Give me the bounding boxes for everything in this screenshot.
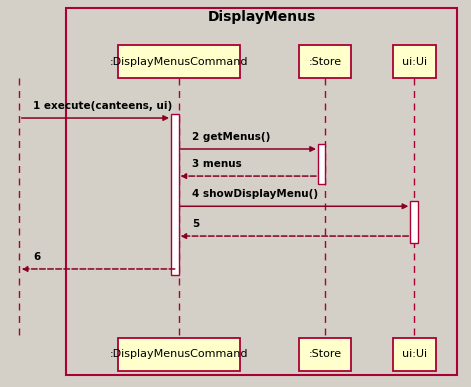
- Text: 5: 5: [192, 219, 199, 229]
- Bar: [118, 46, 240, 78]
- Bar: [410, 201, 418, 243]
- Text: 1 execute(canteens, ui): 1 execute(canteens, ui): [33, 101, 172, 111]
- Bar: [299, 337, 351, 371]
- Text: :DisplayMenusCommand: :DisplayMenusCommand: [110, 349, 248, 359]
- Text: :Store: :Store: [309, 349, 341, 359]
- Text: :Store: :Store: [309, 57, 341, 67]
- Text: 4 showDisplayMenu(): 4 showDisplayMenu(): [192, 189, 318, 199]
- Text: ui:Ui: ui:Ui: [402, 57, 427, 67]
- Bar: [171, 114, 179, 275]
- Bar: [66, 8, 457, 375]
- Text: 3 menus: 3 menus: [192, 159, 242, 169]
- Bar: [299, 46, 351, 78]
- Bar: [393, 337, 436, 371]
- Text: DisplayMenus: DisplayMenus: [207, 10, 316, 24]
- Text: ui:Ui: ui:Ui: [402, 349, 427, 359]
- Bar: [318, 144, 325, 184]
- Text: 6: 6: [33, 252, 40, 262]
- Text: :DisplayMenusCommand: :DisplayMenusCommand: [110, 57, 248, 67]
- Bar: [118, 337, 240, 371]
- Bar: [393, 46, 436, 78]
- Text: 2 getMenus(): 2 getMenus(): [192, 132, 270, 142]
